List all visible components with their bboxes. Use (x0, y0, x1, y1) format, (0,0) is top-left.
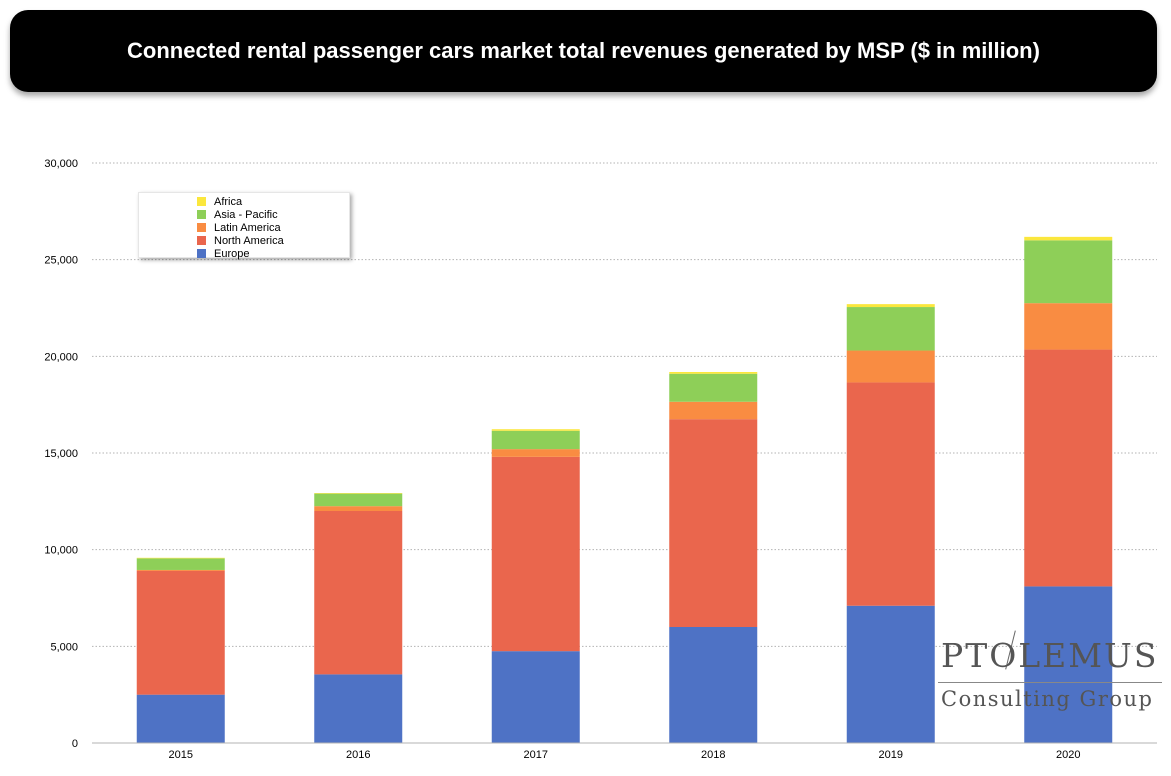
bar-segment-europe (314, 674, 403, 743)
bar-segment-africa (314, 493, 403, 494)
bar-segment-latin-america (669, 401, 758, 420)
legend-label: North America (214, 234, 284, 247)
legend-swatch-north-america (197, 236, 206, 245)
bar-segment-europe (846, 605, 935, 743)
bar-segment-europe (491, 651, 580, 743)
bar-segment-latin-america (846, 350, 935, 383)
bar-segment-north-america (136, 570, 225, 695)
bar-segment-latin-america (1024, 303, 1113, 350)
bar-segment-europe (1024, 586, 1113, 743)
legend-label: Africa (214, 195, 243, 208)
y-tick-label: 25,000 (44, 255, 78, 267)
bar-segment-asia-pacific (846, 307, 935, 351)
y-tick-label: 15,000 (44, 448, 78, 460)
bar-segment-north-america (1024, 349, 1113, 587)
bar-segment-asia-pacific (669, 373, 758, 402)
logo-divider (938, 682, 1162, 683)
bar-segment-africa (846, 304, 935, 308)
bar-segment-africa (669, 371, 758, 374)
chart-title: Connected rental passenger cars market t… (127, 38, 1040, 63)
y-tick-label: 20,000 (44, 351, 78, 363)
bar-segment-asia-pacific (136, 558, 225, 570)
y-tick-label: 5,000 (50, 641, 78, 653)
x-tick-label: 2018 (701, 749, 725, 761)
bar-segment-latin-america (136, 569, 225, 571)
x-tick-label: 2019 (879, 749, 903, 761)
logo-name: PTOLEMUS (941, 636, 1159, 675)
legend-swatch-africa (197, 197, 206, 206)
y-tick-label: 10,000 (44, 545, 78, 557)
legend-item-latin-america: Latin America (197, 221, 349, 234)
legend-swatch-latin-america (197, 223, 206, 232)
chart-legend: Africa Asia - Pacific Latin America Nort… (138, 192, 350, 260)
legend-swatch-asia-pacific (197, 210, 206, 219)
bar-segment-north-america (846, 382, 935, 606)
ptolemus-logo: PTOLEMUS Consulting Group (938, 636, 1163, 718)
bar-segment-asia-pacific (1024, 240, 1113, 304)
legend-label: Latin America (214, 221, 281, 234)
bar-segment-asia-pacific (314, 493, 403, 507)
title-bar: Connected rental passenger cars market t… (10, 10, 1157, 92)
bar-segment-north-america (669, 419, 758, 627)
y-tick-label: 0 (72, 738, 78, 750)
bar-segment-europe (136, 694, 225, 743)
logo-subtitle: Consulting Group (941, 687, 1154, 711)
x-tick-label: 2015 (169, 749, 193, 761)
bar-segment-latin-america (314, 506, 403, 511)
legend-label: Asia - Pacific (214, 208, 278, 221)
x-tick-label: 2017 (524, 749, 548, 761)
x-tick-label: 2020 (1056, 749, 1080, 761)
bar-segment-north-america (491, 456, 580, 652)
bar-segment-africa (136, 557, 225, 559)
legend-item-europe: Europe (197, 247, 349, 260)
bar-segment-africa (1024, 236, 1113, 241)
bar-segment-north-america (314, 511, 403, 675)
bar-segment-asia-pacific (491, 430, 580, 450)
bar-segment-africa (491, 429, 580, 431)
y-tick-label: 30,000 (44, 158, 78, 170)
legend-item-asia-pacific: Asia - Pacific (197, 208, 349, 221)
bar-segment-europe (669, 627, 758, 743)
bar-segment-latin-america (491, 449, 580, 457)
x-tick-label: 2016 (346, 749, 370, 761)
legend-item-africa: Africa (197, 195, 349, 208)
legend-label: Europe (214, 247, 250, 260)
legend-swatch-europe (197, 249, 206, 258)
legend-item-north-america: North America (197, 234, 349, 247)
